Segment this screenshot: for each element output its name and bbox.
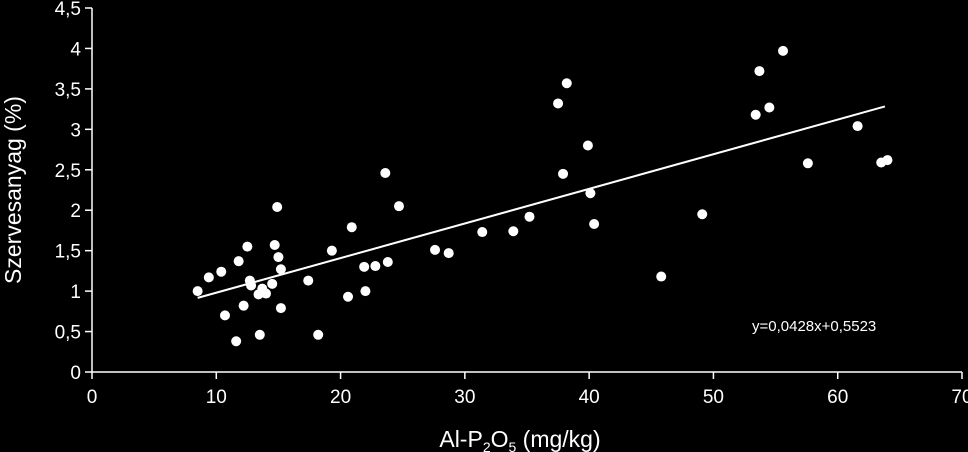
x-tick-label: 60: [827, 387, 848, 408]
data-point: [261, 288, 271, 299]
data-point: [359, 261, 370, 272]
y-tick-label: 3: [70, 120, 81, 141]
data-point: [582, 140, 593, 151]
x-title-part: (mg/kg): [516, 426, 600, 452]
data-point: [443, 248, 454, 259]
data-point: [764, 102, 775, 113]
data-point: [313, 329, 324, 340]
data-point: [430, 244, 441, 255]
x-tick-label: 20: [330, 387, 351, 408]
y-tick-label: 2,5: [55, 161, 81, 182]
data-point: [553, 98, 564, 109]
y-tick-label: 0,5: [55, 323, 81, 344]
x-tick-label: 50: [703, 387, 724, 408]
y-tick-label: 1,5: [55, 242, 81, 263]
y-tick-label: 2: [70, 201, 81, 222]
data-point: [275, 264, 286, 275]
x-title-subscript: 2: [483, 439, 491, 452]
data-point: [216, 266, 227, 277]
data-point: [269, 240, 280, 251]
data-point: [360, 286, 371, 297]
data-point: [346, 222, 357, 233]
x-tick-label: 70: [951, 387, 968, 408]
data-point: [697, 209, 708, 220]
x-tick-label: 0: [87, 387, 98, 408]
data-point: [656, 271, 667, 282]
x-axis: 0 10 20 30 40 50 60 70: [87, 371, 968, 408]
x-title-part: O: [491, 426, 509, 452]
y-axis-title: Szervesanyag (%): [0, 96, 26, 284]
data-point: [750, 109, 761, 120]
x-tick-label: 30: [454, 387, 475, 408]
data-point: [882, 155, 893, 166]
data-point: [585, 188, 596, 199]
x-title-part: Al-P: [439, 426, 482, 452]
data-point: [589, 218, 600, 229]
data-point: [192, 286, 203, 297]
data-point: [382, 256, 393, 267]
data-point: [558, 168, 569, 179]
trendline-equation: y=0,0428x+0,5523: [752, 318, 876, 335]
data-point: [524, 211, 535, 222]
data-point: [242, 241, 253, 252]
data-point: [273, 252, 284, 263]
y-tick-label: 0: [70, 363, 81, 384]
y-tick-label: 3,5: [55, 80, 81, 101]
x-tick-label: 10: [206, 387, 227, 408]
data-point: [380, 168, 391, 179]
data-point: [561, 78, 572, 89]
data-point: [203, 272, 214, 283]
y-tick-label: 4: [70, 39, 81, 60]
data-point: [326, 245, 337, 256]
data-point: [233, 256, 244, 267]
data-point: [477, 227, 488, 238]
data-point: [272, 201, 283, 212]
data-point: [267, 278, 278, 289]
data-point: [802, 158, 813, 169]
data-point: [254, 329, 265, 340]
data-point: [778, 45, 789, 56]
data-point: [393, 201, 404, 212]
data-point: [343, 291, 354, 302]
data-point: [238, 300, 249, 311]
x-tick-label: 40: [579, 387, 600, 408]
y-tick-label: 4,5: [55, 0, 81, 20]
data-point: [275, 303, 286, 314]
data-point: [231, 336, 242, 347]
x-axis-title: Al-P2O5 (mg/kg): [439, 426, 600, 452]
data-point: [508, 226, 519, 237]
data-point: [303, 275, 314, 286]
data-points: [192, 45, 893, 347]
data-point: [754, 66, 765, 77]
data-point: [370, 261, 381, 272]
trendline: [197, 105, 886, 299]
y-tick-label: 1: [70, 282, 81, 303]
y-axis: 0 0,5 1 1,5 2 2,5 3 3,5 4 4,5: [55, 0, 93, 384]
data-point: [852, 121, 863, 132]
x-title-subscript: 5: [509, 439, 517, 452]
data-point: [219, 310, 230, 321]
